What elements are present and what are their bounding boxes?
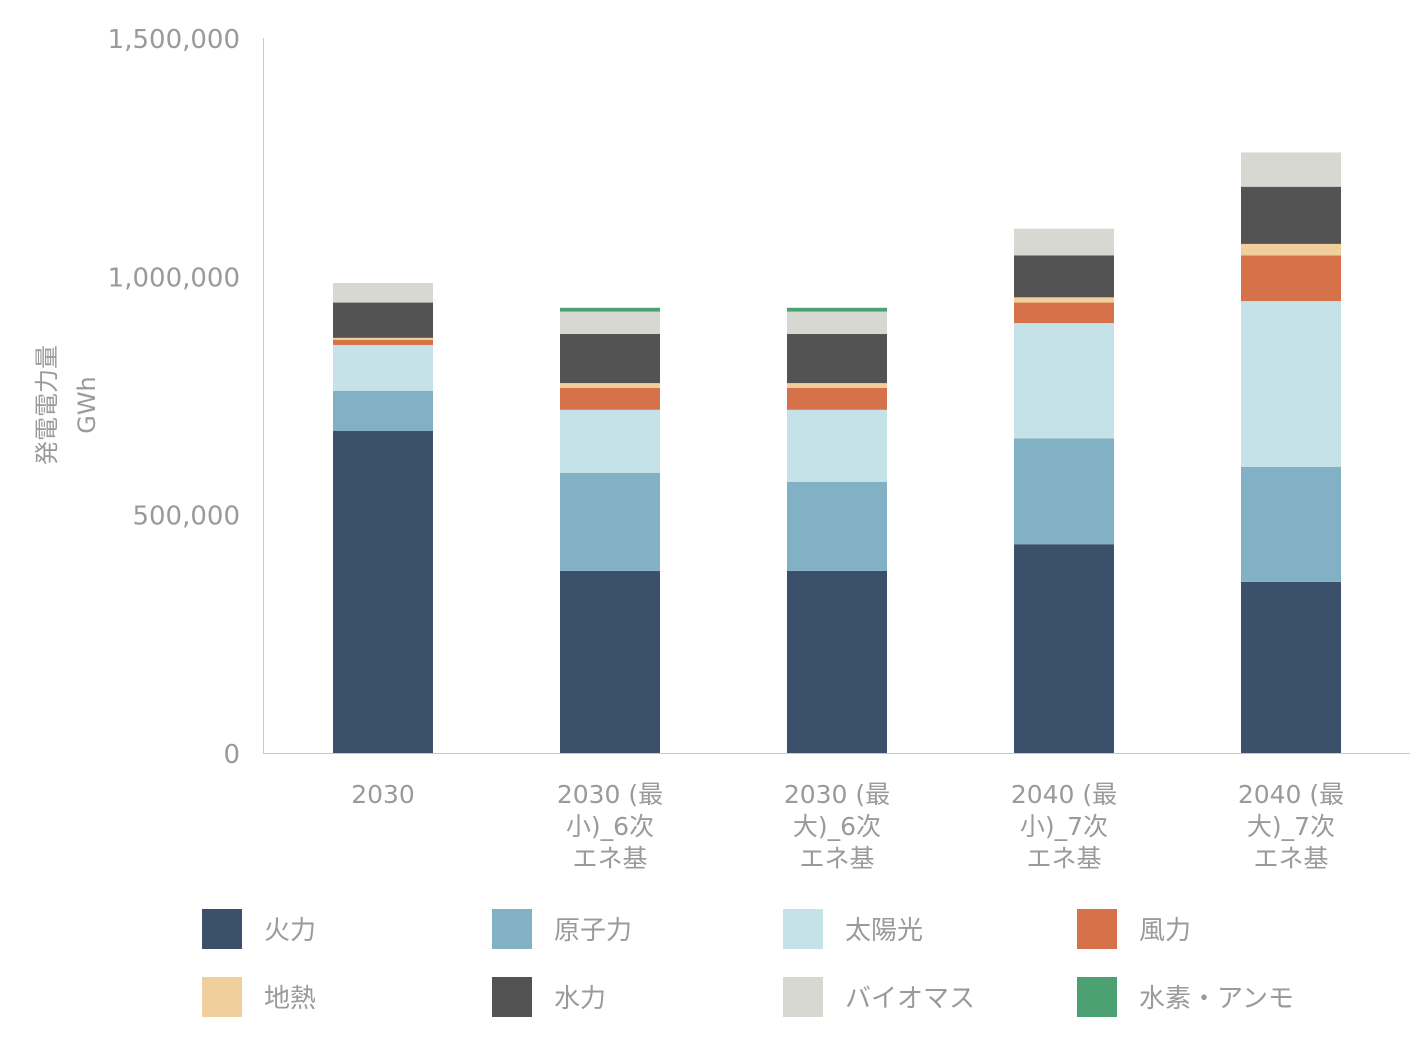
bar-segment (1241, 186, 1341, 244)
bar-segment (1241, 467, 1341, 582)
x-tick-label: 2030 (最 (784, 780, 890, 809)
legend-item: 火力 (202, 909, 316, 949)
bar-segment (1014, 302, 1114, 324)
bar-segment (560, 307, 660, 312)
bar-segment (787, 387, 887, 410)
bar-segment (560, 334, 660, 384)
x-tick-label: エネ基 (799, 844, 874, 873)
bar-stack (1014, 228, 1114, 753)
bar-segment (1014, 323, 1114, 439)
legend-item: バイオマス (783, 977, 975, 1017)
legend-label: 火力 (264, 916, 316, 946)
legend-swatch (783, 909, 823, 949)
legend-swatch (783, 977, 823, 1017)
bar-segment (1014, 438, 1114, 545)
bar-segment (1014, 255, 1114, 298)
x-tick-label: エネ基 (1253, 844, 1328, 873)
bar-segment (560, 409, 660, 473)
bar-segment (560, 570, 660, 753)
x-tick-label: 大)_7次 (1247, 812, 1335, 841)
bar-segment (1241, 301, 1341, 467)
legend-swatch (492, 909, 532, 949)
bar-stack (560, 307, 660, 753)
bar-segment (560, 472, 660, 571)
legend-swatch (202, 909, 242, 949)
legend-label: 風力 (1139, 916, 1191, 946)
legend-item: 原子力 (492, 909, 632, 949)
bar-stack (1241, 152, 1341, 753)
bar-segment (787, 311, 887, 335)
x-tick-label: 2030 (最 (557, 780, 663, 809)
bar-segment (333, 344, 433, 391)
bar-segment (1014, 297, 1114, 303)
bar-segment (333, 339, 433, 345)
x-tick-label: 小)_7次 (1020, 812, 1108, 841)
legend-item: 水素・アンモ (1077, 977, 1294, 1017)
bar-segment (787, 409, 887, 482)
y-tick-label: 1,500,000 (108, 25, 240, 55)
bar-segment (333, 390, 433, 431)
bar-segment (1241, 152, 1341, 187)
legend-item: 地熱 (202, 977, 316, 1017)
bar-segment (787, 481, 887, 571)
bar-segment (1241, 581, 1341, 753)
bar-segment (333, 283, 433, 303)
legend-swatch (1077, 909, 1117, 949)
bar-segment (787, 307, 887, 312)
legend-item: 風力 (1077, 909, 1191, 949)
y-tick-label: 1,000,000 (108, 263, 240, 293)
x-tick-label: エネ基 (572, 844, 647, 873)
y-tick-label: 500,000 (132, 502, 240, 532)
legend-label: 太陽光 (845, 916, 923, 946)
y-axis-title-line-2: GWh (73, 376, 101, 434)
bar-stack (787, 307, 887, 753)
bar-segment (333, 302, 433, 338)
legend-swatch (492, 977, 532, 1017)
bar-stack (333, 283, 433, 753)
bar-segment (333, 337, 433, 340)
y-tick-label: 0 (223, 740, 240, 770)
x-tick-label: 大)_6次 (793, 812, 881, 841)
legend-item: 水力 (492, 977, 606, 1017)
legend-label: 水力 (554, 984, 606, 1014)
legend-item: 太陽光 (783, 909, 923, 949)
bar-segment (1241, 243, 1341, 256)
y-axis-title: 発電電力量 GWh (33, 345, 101, 465)
bar-segment (1014, 544, 1114, 753)
y-axis-title-line-1: 発電電力量 (33, 345, 61, 465)
bar-segment (1241, 255, 1341, 302)
bar-segment (787, 383, 887, 388)
legend-swatch (202, 977, 242, 1017)
bar-segment (787, 334, 887, 384)
legend-label: 水素・アンモ (1139, 984, 1294, 1014)
bar-segment (1014, 228, 1114, 256)
x-tick-label: 2030 (351, 780, 415, 809)
bar-segment (787, 570, 887, 753)
legend-label: バイオマス (845, 984, 975, 1014)
bar-segment (560, 387, 660, 410)
x-tick-label: 2040 (最 (1011, 780, 1117, 809)
x-tick-label: 小)_6次 (566, 812, 654, 841)
legend-swatch (1077, 977, 1117, 1017)
x-tick-label: エネ基 (1026, 844, 1101, 873)
x-tick-label: 2040 (最 (1238, 780, 1344, 809)
bar-segment (333, 430, 433, 753)
legend-label: 地熱 (264, 984, 316, 1014)
legend-label: 原子力 (554, 916, 632, 946)
bar-segment (560, 383, 660, 388)
bar-segment (560, 311, 660, 335)
